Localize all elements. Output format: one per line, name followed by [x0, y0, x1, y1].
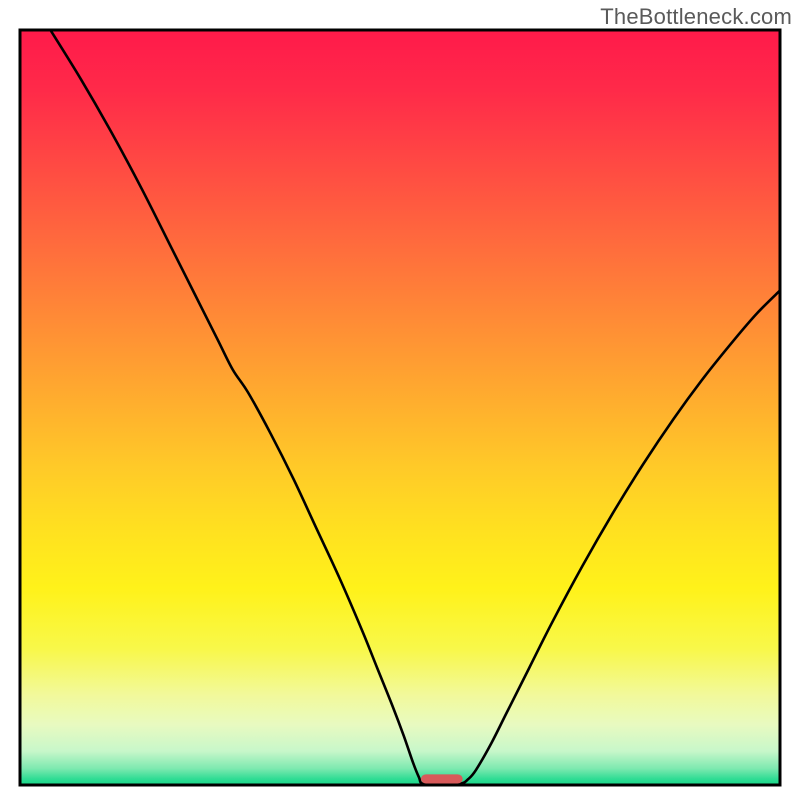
- watermark-text: TheBottleneck.com: [600, 4, 792, 30]
- bottleneck-chart: TheBottleneck.com: [0, 0, 800, 800]
- plot-area: [20, 30, 780, 785]
- chart-canvas: [0, 0, 800, 800]
- gradient-background: [20, 30, 780, 785]
- optimum-marker: [421, 774, 463, 783]
